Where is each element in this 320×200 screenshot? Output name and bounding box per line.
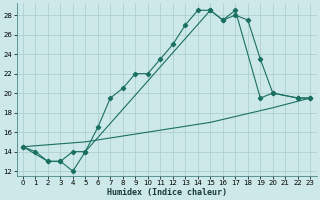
- X-axis label: Humidex (Indice chaleur): Humidex (Indice chaleur): [107, 188, 227, 197]
